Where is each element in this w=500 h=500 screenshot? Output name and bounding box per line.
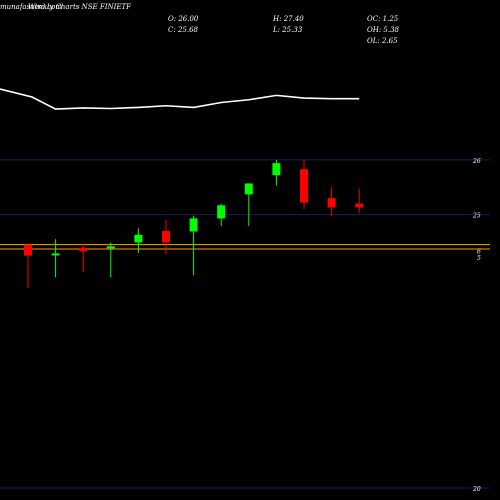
candle-body-10 [300, 169, 308, 203]
support-label-0: 6 [477, 249, 481, 256]
candle-body-12 [355, 203, 364, 208]
candle-body-2 [79, 247, 88, 252]
low-value: L: 25.33 [273, 26, 303, 34]
y-tick-label-1: 25 [472, 213, 481, 220]
open-value: O: 26.00 [168, 15, 199, 23]
y-tick-label-2: 20 [472, 486, 481, 493]
y-axis-ticks: 26 25 20 65 [472, 158, 481, 493]
chart-title: Weekly Charts NSE FINIETF [28, 3, 132, 11]
line-series-path [0, 88, 360, 110]
candle-body-8 [244, 183, 253, 195]
candle-body-6 [189, 218, 198, 232]
ol-value: OL: 2.65 [367, 37, 398, 45]
candle-body-1 [51, 253, 60, 256]
candle-body-4 [134, 234, 143, 243]
y-tick-label-0: 26 [472, 158, 481, 165]
close-value: C: 25.68 [168, 26, 198, 34]
candle-body-0 [24, 244, 32, 256]
candle-body-3 [106, 246, 115, 249]
candle-body-5 [162, 230, 170, 243]
high-value: H: 27.40 [273, 15, 304, 23]
candle-body-9 [272, 163, 281, 176]
oh-value: OH: 5.38 [367, 26, 400, 34]
candles [24, 159, 364, 289]
support-lines [0, 244, 490, 250]
candle-body-11 [327, 198, 336, 208]
watermark: munafasutra.com [0, 3, 62, 11]
oc-value: OC: 1.25 [367, 15, 399, 23]
line-series [0, 88, 360, 110]
gridlines [0, 159, 490, 489]
candle-body-7 [217, 205, 226, 219]
support-label-1: 5 [477, 255, 481, 262]
